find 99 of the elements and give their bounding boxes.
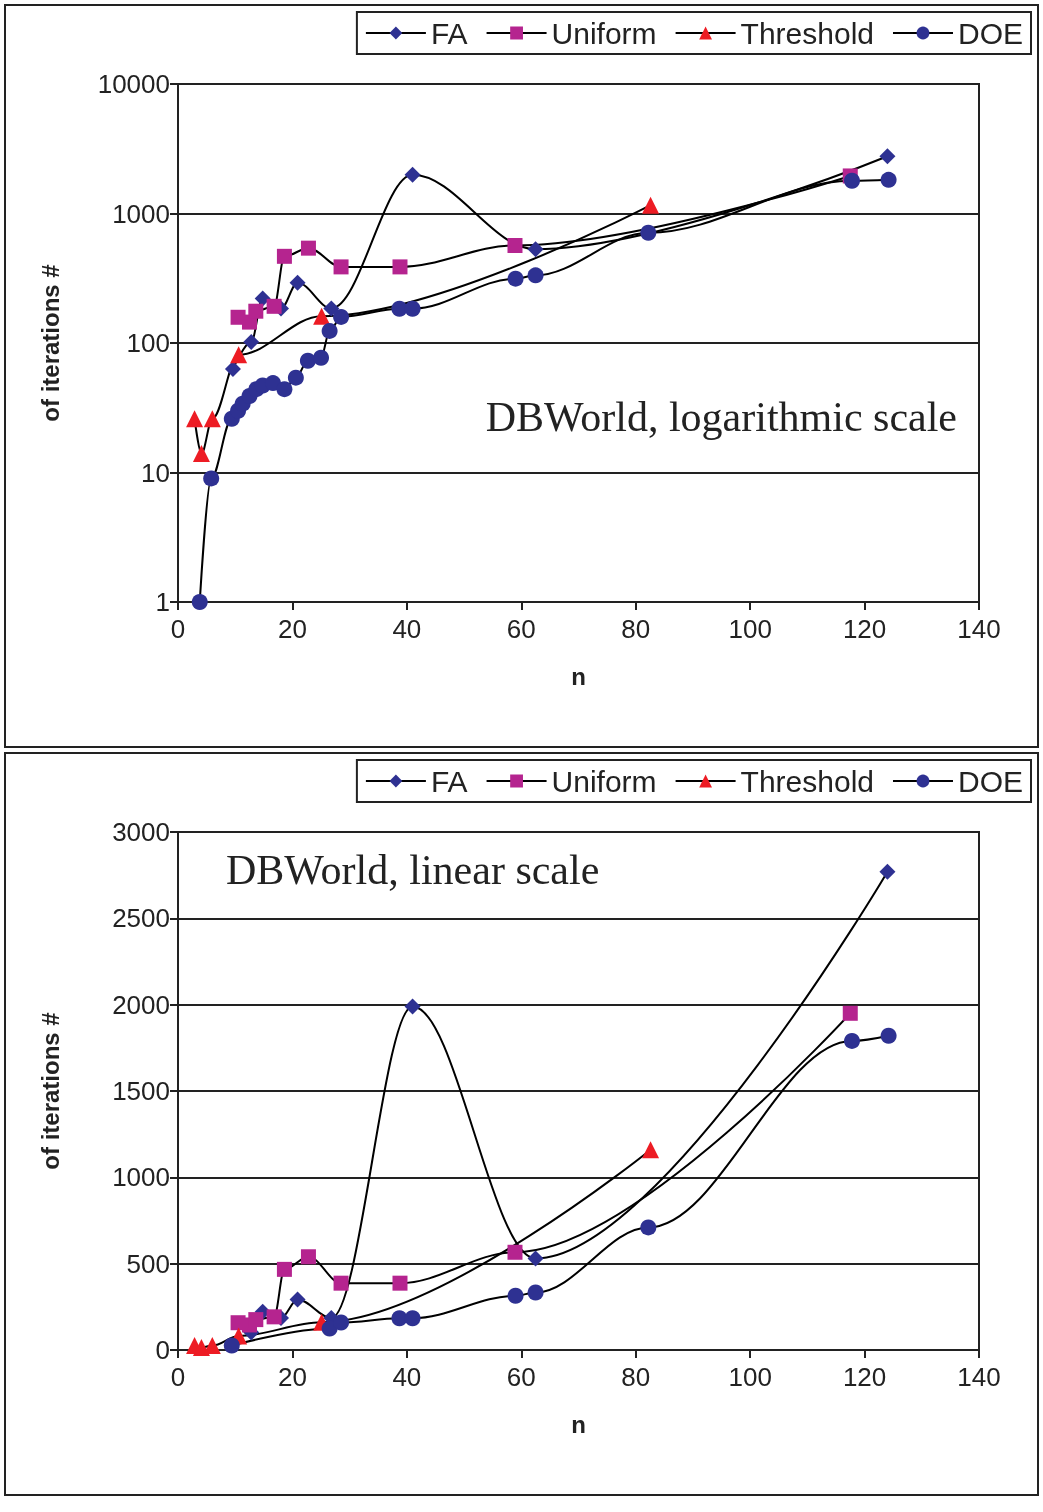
point: [404, 300, 421, 317]
point: [879, 148, 896, 165]
x-axis-title: n: [571, 662, 586, 690]
point: [391, 1310, 408, 1327]
point: [391, 300, 408, 317]
point: [191, 594, 208, 610]
x-tick-label: 120: [842, 1362, 887, 1392]
x-tick-label: 40: [392, 1362, 422, 1392]
legend-label: DOE: [957, 16, 1024, 50]
point: [844, 172, 860, 189]
point: [276, 248, 292, 264]
point: [289, 1291, 306, 1308]
x-tick-label: 60: [506, 1362, 536, 1392]
legend-label: Uniform: [551, 764, 657, 798]
point: [640, 1219, 657, 1236]
point: [844, 1032, 860, 1049]
y-tick-label: 1: [155, 587, 170, 617]
point: [842, 1005, 858, 1021]
point: [404, 998, 421, 1015]
y-tick-label: 100: [126, 328, 170, 358]
point: [640, 224, 657, 241]
point: [880, 1027, 897, 1044]
point: [203, 410, 221, 428]
point: [300, 240, 316, 256]
point: [507, 238, 523, 254]
point: [507, 270, 524, 287]
point: [507, 1287, 524, 1304]
legend-label: Threshold: [740, 764, 874, 798]
point: [186, 410, 204, 428]
y-tick-label: 0: [155, 1335, 170, 1365]
legend-label: FA: [430, 16, 468, 50]
point: [321, 322, 338, 339]
point: [313, 307, 331, 325]
x-tick-label: 140: [957, 614, 1001, 644]
y-tick-label: 3000: [112, 817, 170, 847]
point: [313, 349, 330, 366]
point: [404, 166, 421, 183]
x-tick-label: 100: [728, 1362, 772, 1392]
x-tick-label: 120: [842, 614, 887, 644]
point: [333, 1314, 350, 1331]
y-tick-label: 1500: [112, 1076, 170, 1106]
point: [299, 352, 316, 369]
chart-title: DBWorld, linear scale: [226, 847, 600, 893]
x-tick-label: 60: [506, 614, 536, 644]
y-tick-label: 10: [141, 457, 170, 488]
legend-label: DOE: [957, 764, 1024, 798]
point: [527, 1250, 544, 1267]
x-tick-label: 20: [277, 614, 307, 644]
legend-label: Uniform: [551, 16, 657, 50]
y-tick-label: 2000: [112, 989, 170, 1020]
point: [223, 1337, 240, 1354]
x-tick-label: 140: [957, 1362, 1001, 1392]
point: [527, 1284, 544, 1301]
x-tick-label: 40: [392, 614, 422, 644]
point: [392, 1275, 408, 1291]
point: [254, 290, 271, 307]
point: [333, 1275, 349, 1291]
x-tick-label: 80: [621, 1362, 651, 1392]
x-tick-label: 20: [277, 1362, 307, 1392]
point: [879, 863, 896, 880]
point: [276, 1261, 292, 1277]
point: [527, 267, 544, 284]
point: [248, 303, 264, 319]
x-tick-label: 100: [728, 614, 772, 644]
point: [192, 445, 210, 463]
point: [248, 1312, 264, 1328]
point: [333, 259, 349, 275]
point: [507, 1244, 523, 1260]
y-axis-title: of iterations #: [36, 1012, 64, 1170]
text: DBWorld, logarithmic scale: [485, 394, 958, 440]
point: [323, 300, 340, 317]
y-tick-label: 2500: [112, 903, 170, 934]
point: [266, 298, 282, 314]
point: [642, 196, 660, 214]
y-tick-label: 1000: [112, 198, 170, 229]
point: [230, 346, 248, 364]
point: [287, 369, 304, 386]
y-tick-label: 10000: [97, 69, 170, 99]
point: [266, 1309, 282, 1325]
point: [880, 171, 897, 188]
point: [404, 1310, 421, 1327]
point: [276, 381, 293, 398]
point: [203, 470, 220, 487]
x-axis-title: n: [571, 1410, 586, 1438]
point: [243, 333, 260, 350]
point: [527, 241, 544, 258]
legend-label: Threshold: [740, 16, 874, 50]
point: [300, 1249, 316, 1265]
point: [392, 259, 408, 275]
y-axis-title: of iterations #: [36, 264, 64, 422]
point: [192, 1339, 210, 1357]
y-tick-label: 500: [126, 1248, 170, 1279]
point: [289, 274, 306, 291]
y-tick-label: 1000: [112, 1162, 170, 1193]
x-tick-label: 80: [621, 614, 651, 644]
point: [264, 375, 281, 392]
point: [642, 1141, 660, 1159]
point: [333, 308, 350, 325]
legend-label: FA: [430, 764, 468, 798]
